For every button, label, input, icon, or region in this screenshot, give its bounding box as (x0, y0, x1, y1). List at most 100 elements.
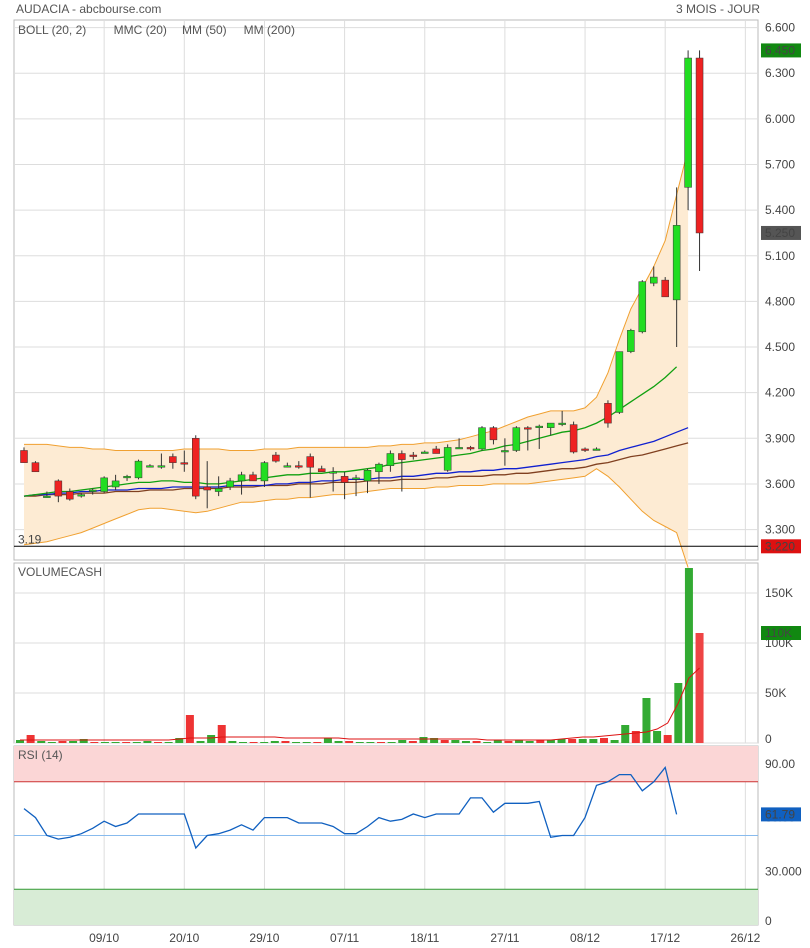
mmc20-line (23, 366, 678, 497)
volume-bar (483, 742, 492, 743)
volume-bar (653, 731, 662, 743)
volume-badge-bg (761, 626, 801, 640)
candle-body (214, 488, 223, 492)
volume-bar (663, 735, 672, 743)
volume-bar (440, 740, 449, 743)
candle-body (54, 480, 63, 497)
price-tick-label: 6.600 (765, 21, 795, 35)
rsi-line (23, 766, 678, 850)
candle-body (535, 425, 543, 428)
volume-bar (684, 568, 693, 743)
candle-body (317, 468, 326, 473)
volume-title: VOLUMECASH (18, 565, 102, 579)
rsi-badge: 61.79 (765, 807, 795, 821)
volume-bar (313, 742, 322, 743)
candle-body (43, 495, 51, 498)
candle-body (375, 463, 383, 473)
price-tick-label: 5.400 (765, 203, 795, 217)
volume-bar (525, 741, 534, 743)
volume-tick-label: 50K (765, 686, 786, 700)
volume-bar (589, 739, 598, 743)
rsi-title: RSI (14) (18, 748, 63, 762)
volume-bar (504, 741, 513, 743)
volume-bar (154, 742, 163, 743)
volume-bar (292, 742, 301, 743)
candle-body (684, 57, 692, 188)
volume-bar (122, 742, 131, 743)
candle-body (409, 454, 418, 457)
candle-body (260, 462, 269, 482)
candle-body (157, 465, 166, 468)
candle-body (363, 470, 372, 482)
candle-body (20, 450, 28, 463)
volume-bar (387, 742, 396, 743)
volume-bar (461, 741, 470, 743)
price-tick-label: 6.300 (765, 66, 795, 80)
price-tick-label: 4.200 (765, 386, 795, 400)
volume-bar (100, 742, 109, 743)
candle-body (558, 422, 566, 425)
volume-bar (408, 741, 417, 743)
rsi-tick-label: 0 (765, 914, 772, 928)
volume-bar (143, 741, 152, 743)
candle-body (340, 476, 349, 483)
price-badge-bg (761, 539, 801, 554)
candle-body (272, 454, 280, 462)
candle-body (226, 480, 234, 488)
price-badge-bg (761, 225, 801, 240)
candle-body (31, 462, 40, 473)
candle-body (100, 477, 108, 492)
volume-bar (334, 741, 343, 743)
candle-body (581, 448, 589, 451)
volume-bar (323, 738, 332, 743)
volume-bar (58, 741, 67, 743)
volume-bar (47, 742, 56, 743)
price-tick-label: 4.500 (765, 340, 795, 354)
candle-body (489, 427, 498, 441)
x-tick-label: 29/10 (249, 931, 279, 945)
volume-bar (249, 742, 258, 743)
volume-bar (270, 741, 279, 743)
candle-body (615, 351, 624, 413)
volume-bar (111, 742, 120, 743)
volume-bar (610, 740, 619, 743)
candle-body (478, 427, 486, 450)
volume-ma-line (20, 667, 700, 741)
volume-bar (578, 739, 587, 743)
candle-body (306, 456, 314, 468)
price-tick-label: 4.800 (765, 294, 795, 308)
volume-bar (196, 741, 205, 743)
legend-item: MMC (20) (114, 23, 167, 37)
volume-bar (185, 715, 194, 743)
price-badge: 3.220 (765, 539, 795, 553)
candle-body (111, 480, 120, 488)
volume-bar (366, 742, 375, 743)
volume-bar (345, 741, 354, 743)
volume-bar (377, 742, 386, 743)
volume-tick-label: 0 (765, 732, 772, 746)
candle-body (421, 451, 429, 454)
volume-bar (132, 742, 141, 743)
volume-bar (302, 742, 311, 743)
volume-bar (16, 740, 24, 743)
candle-body (352, 477, 360, 480)
candle-body (695, 57, 704, 234)
header-period[interactable]: 3 MOIS - JOUR (675, 2, 760, 16)
candle-body (249, 474, 257, 482)
rsi-tick-label: 90.00 (765, 757, 795, 771)
volume-bar (26, 735, 35, 743)
candle-body (546, 422, 555, 428)
bollinger-band-fill (24, 149, 689, 568)
candle-body (466, 447, 475, 450)
support-label: 3.19 (18, 532, 42, 546)
x-tick-label: 08/12 (570, 931, 600, 945)
volume-bar (546, 740, 555, 743)
candle-body (237, 474, 246, 482)
candle-body (66, 491, 74, 500)
volume-bar (472, 741, 481, 743)
candle-body (443, 447, 452, 471)
candle-body (134, 460, 143, 479)
x-tick-label: 18/11 (410, 931, 439, 945)
volume-bar (419, 737, 428, 743)
volume-bar (69, 741, 78, 743)
